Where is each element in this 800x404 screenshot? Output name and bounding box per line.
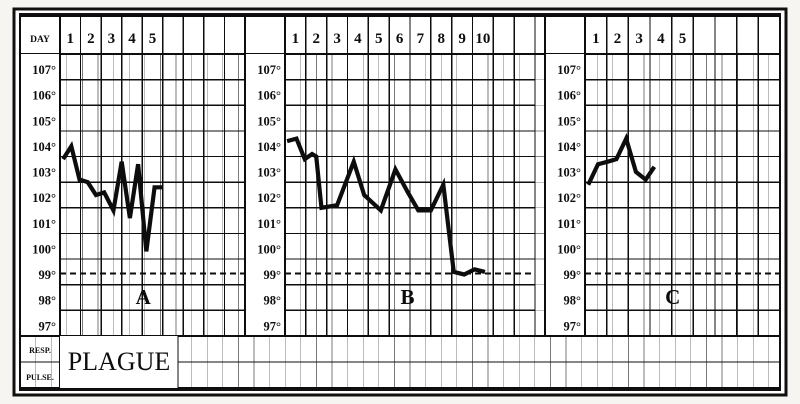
- temp-scale-label: 105°: [557, 114, 581, 128]
- day-tick-label: 10: [475, 31, 490, 47]
- day-tick-label: 4: [354, 31, 362, 47]
- temp-scale-label: 105°: [32, 114, 56, 128]
- temp-scale-label: 97°: [564, 319, 582, 333]
- day-tick-label: 6: [396, 31, 404, 47]
- day-tick-label: 5: [149, 31, 157, 47]
- temp-scale-label: 104°: [32, 140, 56, 154]
- trace-layer: [61, 132, 657, 277]
- label-layer: DAY 107° 106° 105° 104° 103° 102° 101° 100° 99° 98…: [26, 31, 686, 382]
- day-tick-label: 3: [108, 31, 116, 47]
- panel-letter-a: A: [136, 285, 152, 309]
- temp-scale-label: 98°: [564, 294, 582, 308]
- temp-scale-label: 102°: [32, 191, 56, 205]
- day-tick-label: 4: [657, 31, 665, 47]
- temp-scale-label: 104°: [557, 140, 581, 154]
- day-tick-label: 1: [292, 31, 300, 47]
- temp-scale-label: 101°: [557, 217, 581, 231]
- panel-letter-b: B: [400, 285, 414, 309]
- day-tick-label: 5: [679, 31, 687, 47]
- temp-scale-label: 107°: [32, 63, 56, 77]
- day-tick-label: 1: [592, 31, 600, 47]
- temp-scale-label: 98°: [264, 294, 282, 308]
- temp-scale-label: 103°: [557, 166, 581, 180]
- temp-scale-label: 97°: [264, 319, 282, 333]
- temp-scale-label: 99°: [264, 268, 282, 282]
- day-tick-label: 7: [417, 31, 425, 47]
- day-tick-label: 1: [67, 31, 75, 47]
- temp-scale-label: 101°: [257, 217, 281, 231]
- temp-scale-label: 100°: [557, 242, 581, 256]
- day-tick-label: 3: [635, 31, 643, 47]
- day-tick-label: 9: [458, 31, 466, 47]
- temp-scale-label: 103°: [257, 166, 281, 180]
- temp-scale-label: 106°: [257, 89, 281, 103]
- temp-scale-label: 104°: [257, 140, 281, 154]
- chart-title: PLAGUE: [68, 347, 171, 376]
- temp-scale-label: 99°: [564, 268, 582, 282]
- temp-scale-label: 99°: [39, 268, 57, 282]
- temp-scale-label: 102°: [557, 191, 581, 205]
- day-tick-label: 2: [87, 31, 95, 47]
- temp-scale-label: 106°: [32, 89, 56, 103]
- temp-scale-label: 98°: [39, 294, 57, 308]
- grid-layer: [18, 14, 781, 390]
- temp-scale-label: 100°: [32, 242, 56, 256]
- temp-scale-label: 107°: [557, 63, 581, 77]
- temp-scale-label: 102°: [257, 191, 281, 205]
- pulse-row-label: PULSE.: [26, 373, 54, 382]
- temp-scale-label: 101°: [32, 217, 56, 231]
- temp-scale-label: 107°: [257, 63, 281, 77]
- day-tick-label: 8: [438, 31, 446, 47]
- temp-scale-label: 105°: [257, 114, 281, 128]
- temp-scale-label: 106°: [557, 89, 581, 103]
- day-tick-label: 3: [333, 31, 341, 47]
- day-tick-label: 4: [128, 31, 136, 47]
- day-tick-label: 5: [375, 31, 383, 47]
- temperature-trace-c: [586, 132, 657, 186]
- temp-scale-label: 103°: [32, 166, 56, 180]
- temperature-trace-b: [286, 136, 486, 277]
- resp-row-label: RESP.: [29, 346, 51, 355]
- day-row-label: DAY: [30, 35, 50, 45]
- day-tick-label: 2: [614, 31, 622, 47]
- temperature-trace-a: [61, 141, 163, 252]
- temp-scale-label: 100°: [257, 242, 281, 256]
- temp-scale-label: 97°: [39, 319, 57, 333]
- day-tick-label: 2: [313, 31, 321, 47]
- panel-letter-c: C: [665, 285, 680, 309]
